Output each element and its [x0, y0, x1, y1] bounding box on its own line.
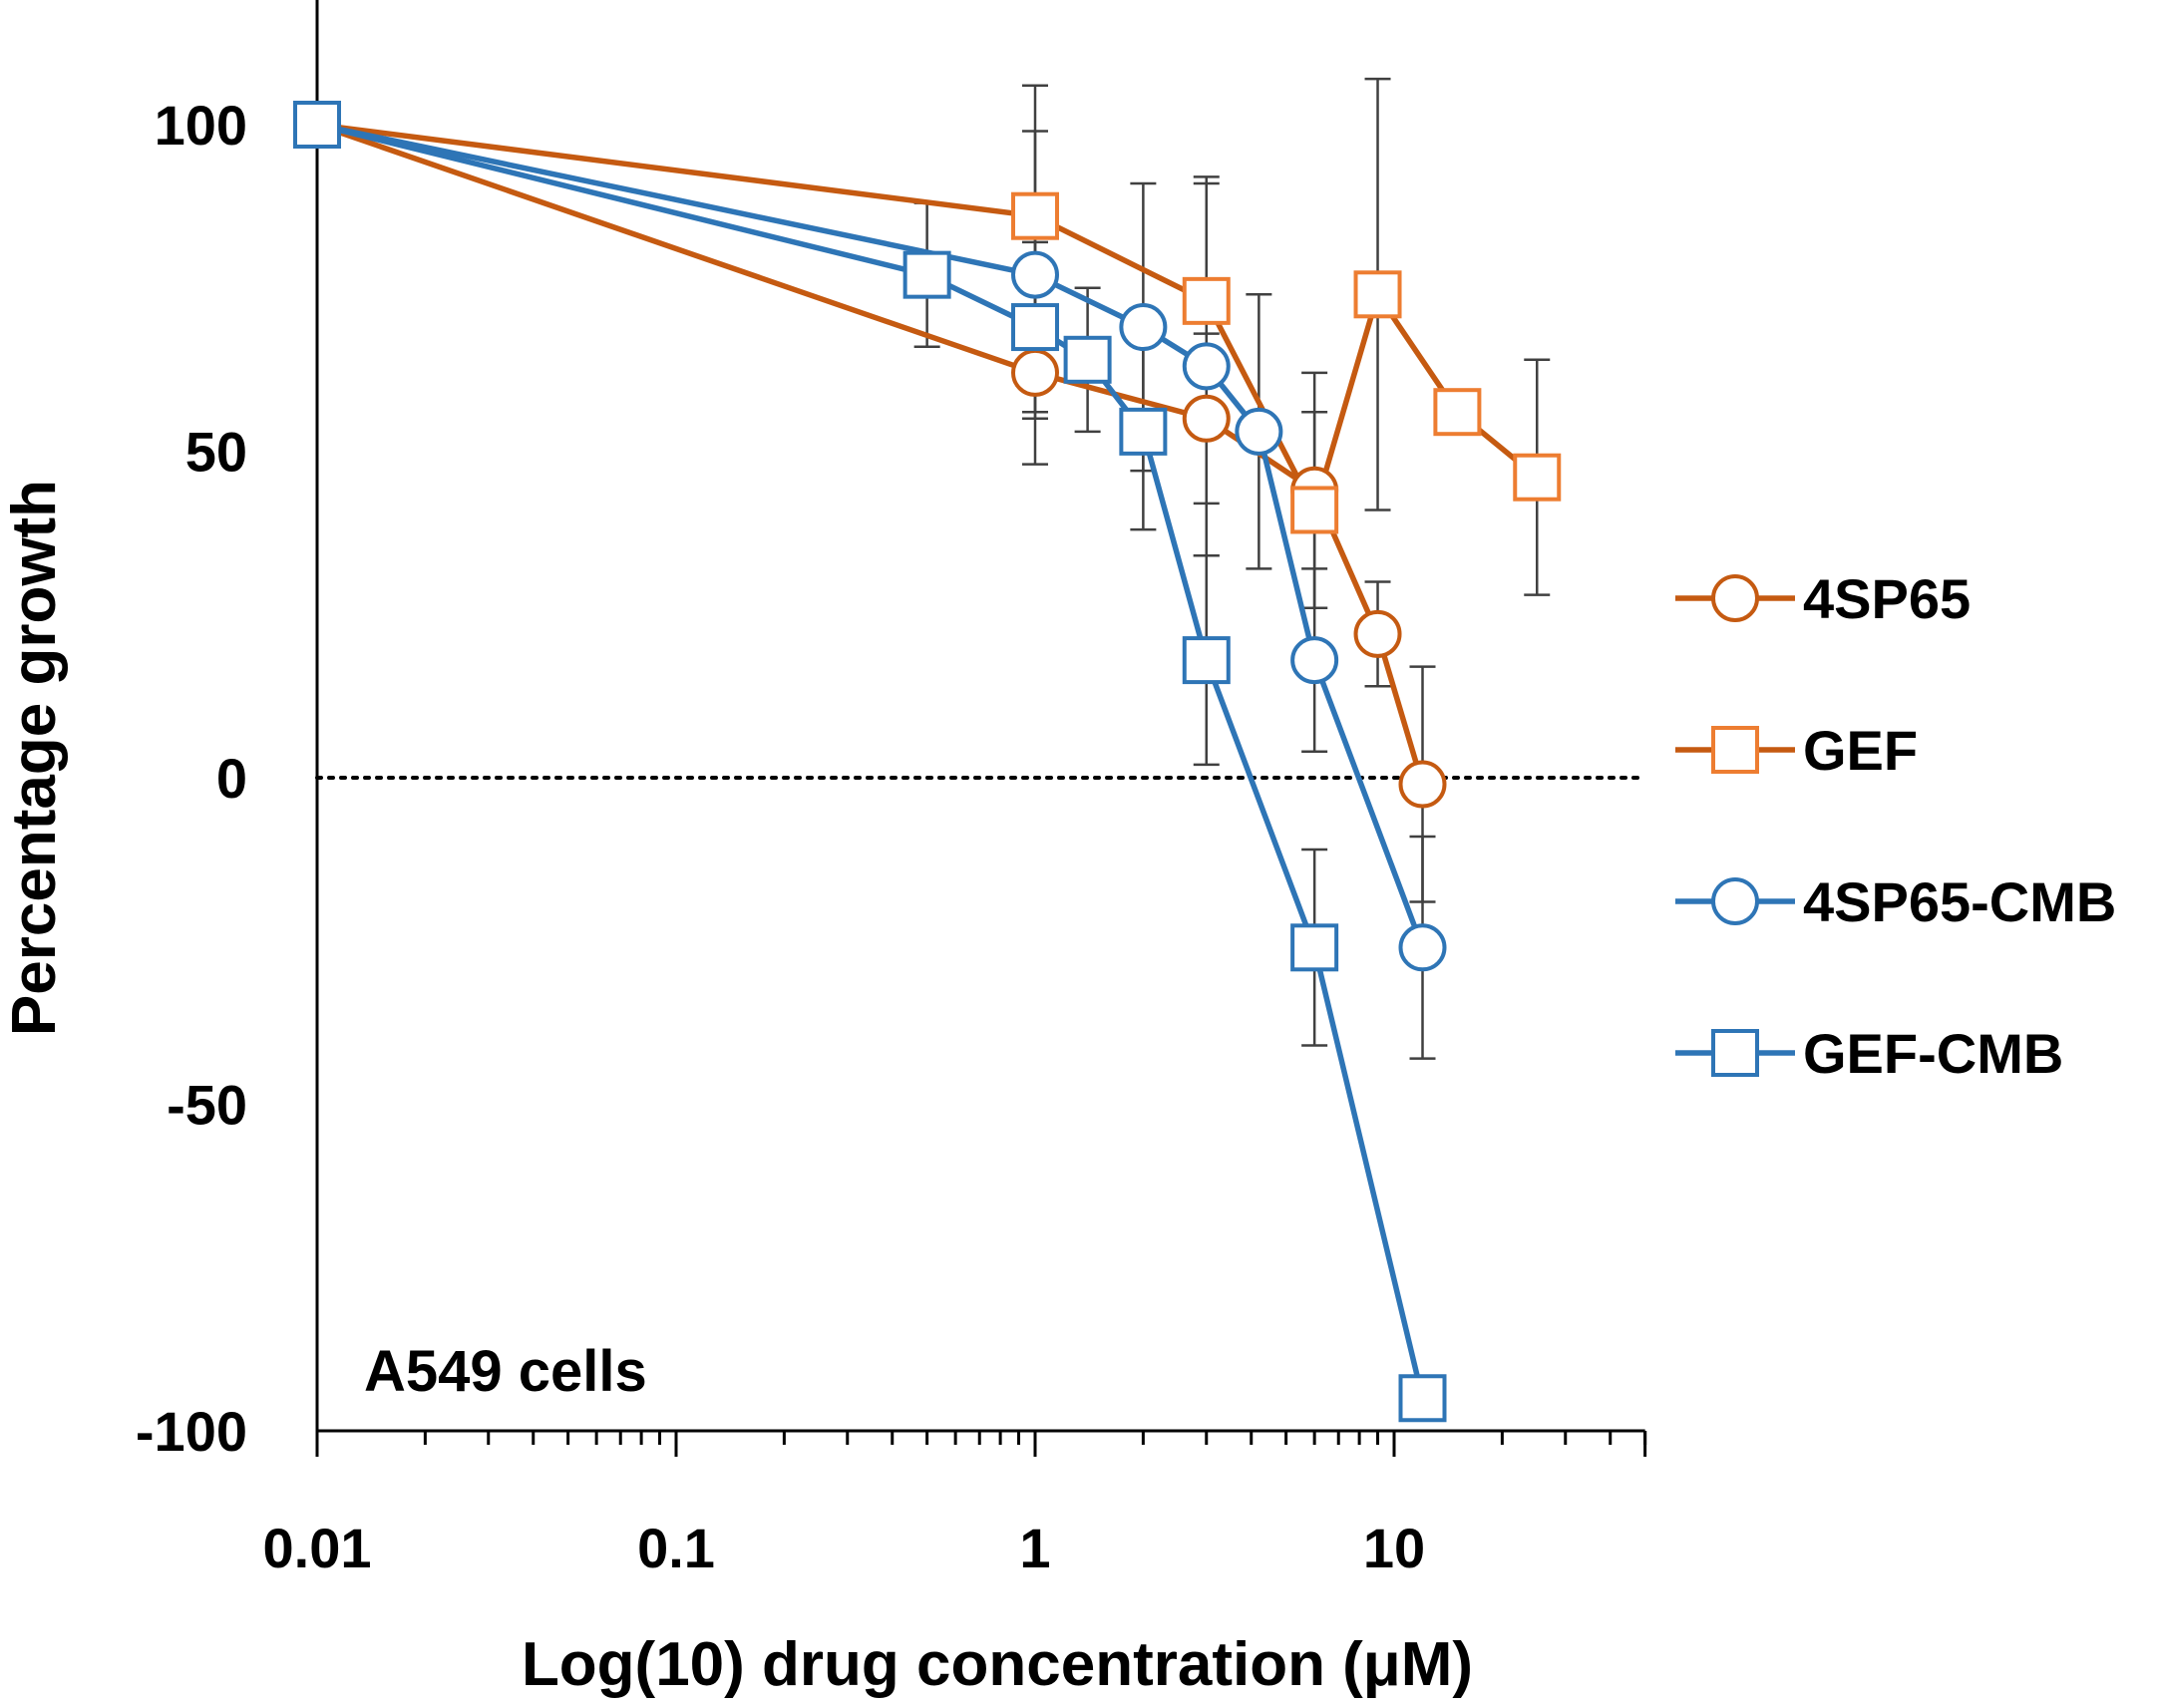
data-point-gef — [1513, 453, 1562, 502]
x-axis-title: Log(10) drug concentration (μM) — [522, 1630, 1473, 1699]
legend-item-4sp65: 4SP65 — [1675, 567, 1971, 630]
legend-marker — [1711, 574, 1759, 622]
y-tick-label: 50 — [185, 421, 247, 484]
x-tick-label: 0.1 — [637, 1517, 715, 1579]
legend-label: GEF-CMB — [1803, 1022, 2063, 1085]
data-point-4sp65-cmb — [1119, 303, 1168, 352]
data-point-4sp65-cmb — [1011, 250, 1059, 299]
legend-marker — [1711, 1029, 1759, 1077]
legend-item-4sp65-cmb: 4SP65-CMB — [1675, 870, 2116, 933]
y-tick-label: -100 — [136, 1400, 247, 1463]
x-tick-label: 1 — [1019, 1517, 1050, 1579]
data-point-gef-cmb — [1290, 923, 1339, 972]
data-point-gef-cmb — [1182, 636, 1231, 685]
x-tick-label: 0.01 — [263, 1517, 372, 1579]
data-point-4sp65 — [1182, 394, 1231, 443]
data-point-4sp65-cmb — [1182, 342, 1231, 391]
error-bars — [913, 77, 1551, 1413]
data-point-4sp65-cmb — [1398, 923, 1447, 972]
y-tick-label: -50 — [167, 1074, 247, 1137]
data-point-gef — [1011, 191, 1059, 240]
series-markers — [293, 101, 1562, 1423]
x-tick-label: 10 — [1363, 1517, 1425, 1579]
data-point-4sp65 — [1011, 348, 1059, 397]
data-point-4sp65-cmb — [1235, 407, 1283, 456]
legend-item-gef-cmb: GEF-CMB — [1675, 1022, 2063, 1085]
y-tick-label: 100 — [155, 94, 247, 157]
data-point-gef — [1353, 270, 1402, 319]
data-point-gef-cmb — [293, 101, 341, 149]
y-tick-label: 0 — [216, 747, 247, 810]
data-point-gef-cmb — [1398, 1374, 1447, 1423]
legend-label: 4SP65 — [1803, 567, 1971, 630]
data-point-4sp65 — [1353, 609, 1402, 658]
chart-annotation: A549 cells — [364, 1339, 647, 1404]
y-axis-title: Percentage growth — [0, 480, 69, 1036]
data-point-4sp65-cmb — [1290, 636, 1339, 685]
data-point-4sp65 — [1398, 760, 1447, 809]
axes: 0.01 0.1 1 10 100 50 0 -50 -100 — [136, 0, 1647, 1579]
data-point-gef-cmb — [1063, 335, 1112, 384]
legend-label: GEF — [1803, 719, 1918, 782]
data-point-gef — [1182, 276, 1231, 325]
data-point-gef-cmb — [1119, 407, 1168, 456]
data-point-gef-cmb — [1011, 303, 1059, 352]
legend-marker — [1711, 877, 1759, 925]
series-line-4sp65-cmb — [314, 122, 1426, 951]
legend-item-gef: GEF — [1675, 719, 1918, 782]
data-point-gef-cmb — [902, 250, 951, 299]
legend-label: 4SP65-CMB — [1803, 870, 2116, 933]
legend: 4SP65 GEF 4SP65-CMB GEF-CMB — [1675, 567, 2116, 1085]
data-point-gef — [1290, 486, 1339, 534]
data-point-gef — [1433, 388, 1482, 437]
legend-marker — [1711, 726, 1759, 774]
